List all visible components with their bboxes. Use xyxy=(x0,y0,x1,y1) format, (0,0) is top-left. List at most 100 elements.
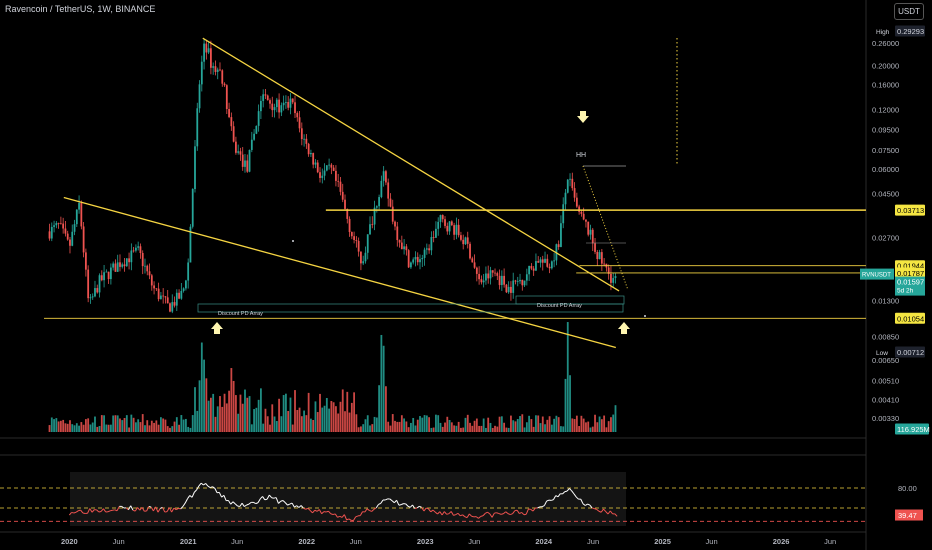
candle-body xyxy=(335,170,337,181)
volume-bar xyxy=(119,418,121,432)
rsi-segment xyxy=(239,502,243,507)
candle-body xyxy=(471,258,474,263)
volume-bar xyxy=(266,416,269,432)
candle-body xyxy=(480,279,483,283)
volume-bar xyxy=(278,398,280,432)
rsi-segment xyxy=(598,510,602,513)
volume-bar xyxy=(589,427,592,432)
candle-body xyxy=(532,268,535,271)
candle-body xyxy=(541,259,544,263)
volume-bar xyxy=(348,412,351,432)
candle-body xyxy=(596,251,599,260)
price-scale[interactable]: 0.26000 0.20000 0.16000 0.12000 0.09500 0.075… xyxy=(860,25,930,435)
candle-body xyxy=(469,243,471,259)
volume-bar xyxy=(310,418,312,432)
rsi-segment xyxy=(343,514,348,521)
time-axis-label: 2022 xyxy=(298,537,315,546)
tag-text: 116.925M xyxy=(897,425,930,434)
candle-body xyxy=(257,111,260,126)
candle-body xyxy=(396,226,399,241)
rsi-segment xyxy=(259,496,263,500)
volume-bar xyxy=(607,421,610,432)
candle-body xyxy=(410,262,412,268)
rsi-segment xyxy=(453,514,456,516)
volume-bar xyxy=(548,416,551,432)
candle-body xyxy=(530,265,533,269)
volume-bar xyxy=(464,417,467,432)
price-tick-label: 0.00510 xyxy=(872,377,899,386)
candle-body xyxy=(260,100,262,112)
time-axis-label: Jun xyxy=(468,537,480,546)
symbol-title[interactable]: Ravencoin / TetherUS, 1W, BINANCE xyxy=(5,4,156,14)
candle-body xyxy=(282,102,285,106)
candle-body xyxy=(166,297,169,304)
rsi-segment xyxy=(580,498,584,505)
candle-body xyxy=(330,164,333,168)
candle-body xyxy=(130,250,133,263)
rsi-segment xyxy=(180,506,184,510)
price-tick-label: 0.01300 xyxy=(872,296,899,305)
rsi-segment xyxy=(587,503,591,506)
candle-body xyxy=(78,202,80,210)
last-price-text: 0.01597 xyxy=(897,278,924,287)
volume-bar xyxy=(560,426,562,432)
rsi-segment xyxy=(200,482,204,486)
candle-body xyxy=(48,231,51,239)
rsi-segment xyxy=(591,507,595,510)
candle-body xyxy=(510,286,512,293)
price-tick-label: 0.04500 xyxy=(872,190,899,199)
candle-body xyxy=(59,223,62,225)
volume-bar xyxy=(341,389,344,432)
rsi-segment xyxy=(521,512,525,516)
volume-bar xyxy=(562,426,565,432)
candle-body xyxy=(55,223,58,226)
candle-body xyxy=(162,295,165,297)
volume-bar xyxy=(250,424,253,432)
time-axis[interactable]: 2020 Jun 2021 Jun 2022 Jun 2023 Jun 2024 Jun 2025 J… xyxy=(61,537,836,546)
candle-body xyxy=(400,242,403,250)
volume-bar xyxy=(200,342,203,432)
candle-body xyxy=(84,252,87,270)
candle-body xyxy=(184,280,187,289)
candle-body xyxy=(453,225,456,235)
rsi-segment xyxy=(173,507,177,511)
rsi-segment xyxy=(296,505,300,508)
currency-button[interactable]: USDT xyxy=(894,3,924,20)
candle-body xyxy=(314,162,317,165)
volume-bar xyxy=(466,414,469,432)
candle-body xyxy=(307,143,310,155)
candle-body xyxy=(512,280,515,293)
time-axis-label: 2025 xyxy=(654,537,671,546)
candle-body xyxy=(450,221,453,226)
candle-body xyxy=(507,286,510,293)
volume-bar xyxy=(373,416,376,432)
candle-body xyxy=(69,239,71,246)
tag-text: 0.03713 xyxy=(897,206,924,215)
price-tick-label: 0.26000 xyxy=(872,39,899,48)
volume-bar xyxy=(553,418,556,432)
rsi-segment xyxy=(334,513,338,518)
rsi-segment xyxy=(268,494,273,499)
candle-body xyxy=(105,271,108,273)
volume-bar xyxy=(210,397,212,432)
candle-body xyxy=(546,258,549,267)
volume-bar xyxy=(494,425,496,432)
candle-body xyxy=(116,262,119,272)
rsi-segment xyxy=(457,512,461,517)
volume-bar xyxy=(364,419,367,432)
candle-body xyxy=(294,102,296,114)
candle-body xyxy=(348,218,351,233)
candle-body xyxy=(566,179,569,193)
price-tick-label: 0.20000 xyxy=(872,62,899,71)
rsi-segment xyxy=(91,509,95,513)
rsi-segment xyxy=(155,506,159,513)
candle-body xyxy=(269,100,271,104)
rsi-segment xyxy=(73,511,77,514)
volume-bar xyxy=(262,423,265,432)
rsi-segment xyxy=(275,497,279,504)
candle-body xyxy=(494,272,496,274)
volume-bar xyxy=(410,422,412,432)
rsi-segment xyxy=(373,507,377,510)
volume-bar xyxy=(230,368,233,432)
